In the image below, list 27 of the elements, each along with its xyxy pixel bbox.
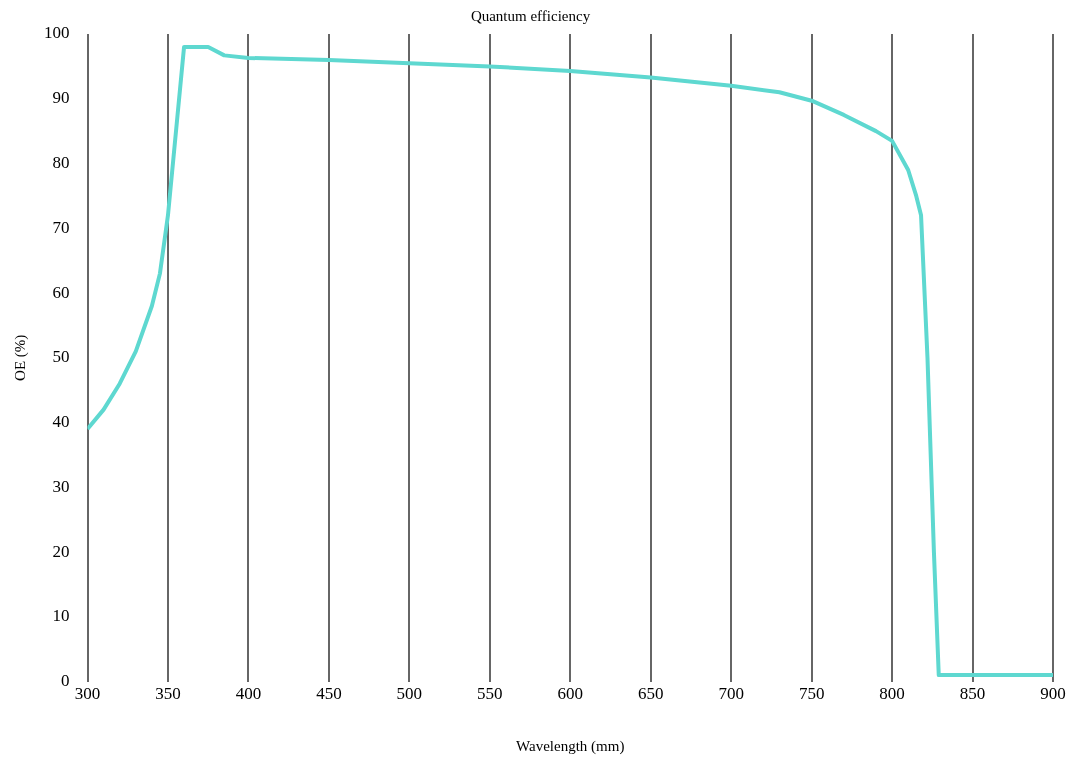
x-tick-label: 400 <box>235 684 262 704</box>
x-tick-label: 450 <box>316 684 342 704</box>
x-tick-label: 500 <box>396 684 423 704</box>
x-tick-label: 550 <box>477 684 503 704</box>
y-tick-label: 40 <box>52 412 70 432</box>
x-tick-label: 700 <box>718 684 744 704</box>
y-tick-label: 70 <box>52 217 70 237</box>
x-tick-label: 350 <box>155 684 181 704</box>
x-tick-label: 850 <box>959 684 986 704</box>
x-tick-label: 300 <box>74 684 101 704</box>
x-tick-label: 800 <box>879 684 905 704</box>
y-tick-label: 50 <box>52 347 70 367</box>
x-tick-label: 900 <box>1040 684 1066 704</box>
x-tick-label: 750 <box>798 684 825 704</box>
y-tick-label: 100 <box>44 23 70 43</box>
chart-title: Quantum efficiency <box>470 7 591 24</box>
x-axis-title: Wavelength (mm) <box>516 737 625 755</box>
y-tick-label: 30 <box>52 476 70 496</box>
y-tick-label: 90 <box>52 88 70 108</box>
x-tick-label: 650 <box>637 684 664 704</box>
y-axis-title: OE (%) <box>11 334 29 381</box>
y-tick-label: 0 <box>61 671 70 691</box>
x-tick-label: 600 <box>557 684 583 704</box>
y-tick-label: 20 <box>52 541 70 561</box>
y-tick-label: 60 <box>52 282 70 302</box>
y-tick-label: 10 <box>52 606 70 626</box>
y-tick-label: 80 <box>52 152 70 172</box>
